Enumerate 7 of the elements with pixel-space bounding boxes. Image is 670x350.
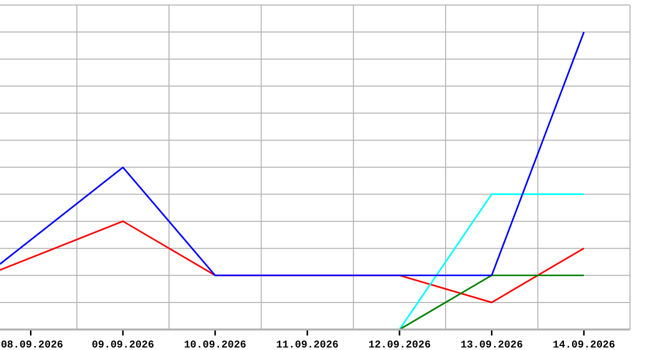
x-tick-label: 10.09.2026 [184, 340, 246, 350]
x-tick-label: 09.09.2026 [92, 340, 154, 350]
x-tick-label: 13.09.2026 [460, 340, 523, 350]
x-tick-label: 12.09.2026 [368, 340, 431, 350]
x-tick-label: 11.09.2026 [276, 340, 338, 350]
x-tick-label: 08.09.2026 [0, 340, 64, 350]
x-tick-label: 14.09.2026 [552, 340, 616, 350]
